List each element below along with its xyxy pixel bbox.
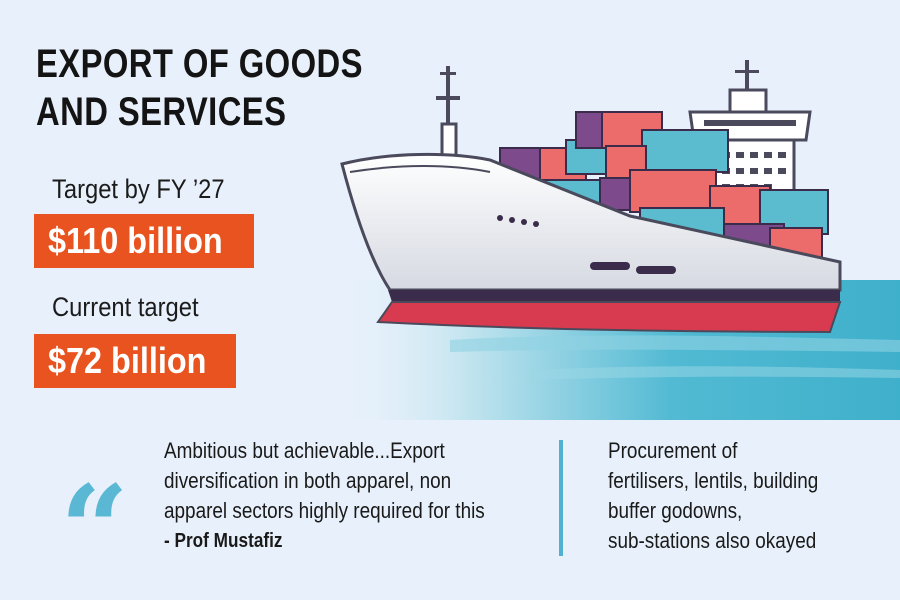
quote-author: - Prof Mustafiz	[164, 530, 283, 552]
page-title: EXPORT OF GOODS AND SERVICES	[36, 40, 363, 136]
ship-hull	[340, 152, 842, 334]
side-note-line: Procurement of	[608, 438, 738, 463]
divider	[559, 440, 563, 556]
quote-line: Ambitious but achievable...Export	[164, 438, 445, 463]
target-fy27-value: $110 billion	[48, 220, 223, 261]
side-note-line: sub-stations also okayed	[608, 528, 817, 553]
side-note-line: fertilisers, lentils, building	[608, 468, 819, 493]
quote-line: diversification in both apparel, non	[164, 468, 452, 493]
current-target-value: $72 billion	[48, 340, 207, 381]
double-quote-icon: “	[60, 459, 130, 600]
quote-block: Ambitious but achievable...Export divers…	[164, 436, 524, 556]
side-note: Procurement of fertilisers, lentils, bui…	[608, 436, 888, 556]
target-fy27-label: Target by FY ’27	[52, 174, 225, 204]
cargo-ship-illustration	[330, 60, 900, 420]
target-fy27-value-badge: $110 billion	[34, 214, 255, 268]
current-target-value-badge: $72 billion	[34, 334, 237, 388]
current-target-label: Current target	[52, 292, 199, 322]
side-note-line: buffer godowns,	[608, 498, 743, 523]
quote-line: apparel sectors highly required for this	[164, 498, 485, 523]
title-line-2: AND SERVICES	[36, 90, 287, 134]
title-line-1: EXPORT OF GOODS	[36, 42, 363, 86]
